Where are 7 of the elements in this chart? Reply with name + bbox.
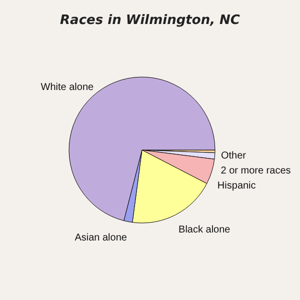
slice-label: Asian alone — [74, 232, 128, 244]
chart-title: Races in Wilmington, NC — [60, 13, 240, 28]
slice-label: Other — [220, 150, 247, 162]
slice-label: Hispanic — [217, 180, 256, 192]
slice-label: 2 or more races — [220, 166, 291, 177]
slice-label: White alone — [40, 82, 94, 93]
slice-label: Black alone — [178, 224, 231, 236]
